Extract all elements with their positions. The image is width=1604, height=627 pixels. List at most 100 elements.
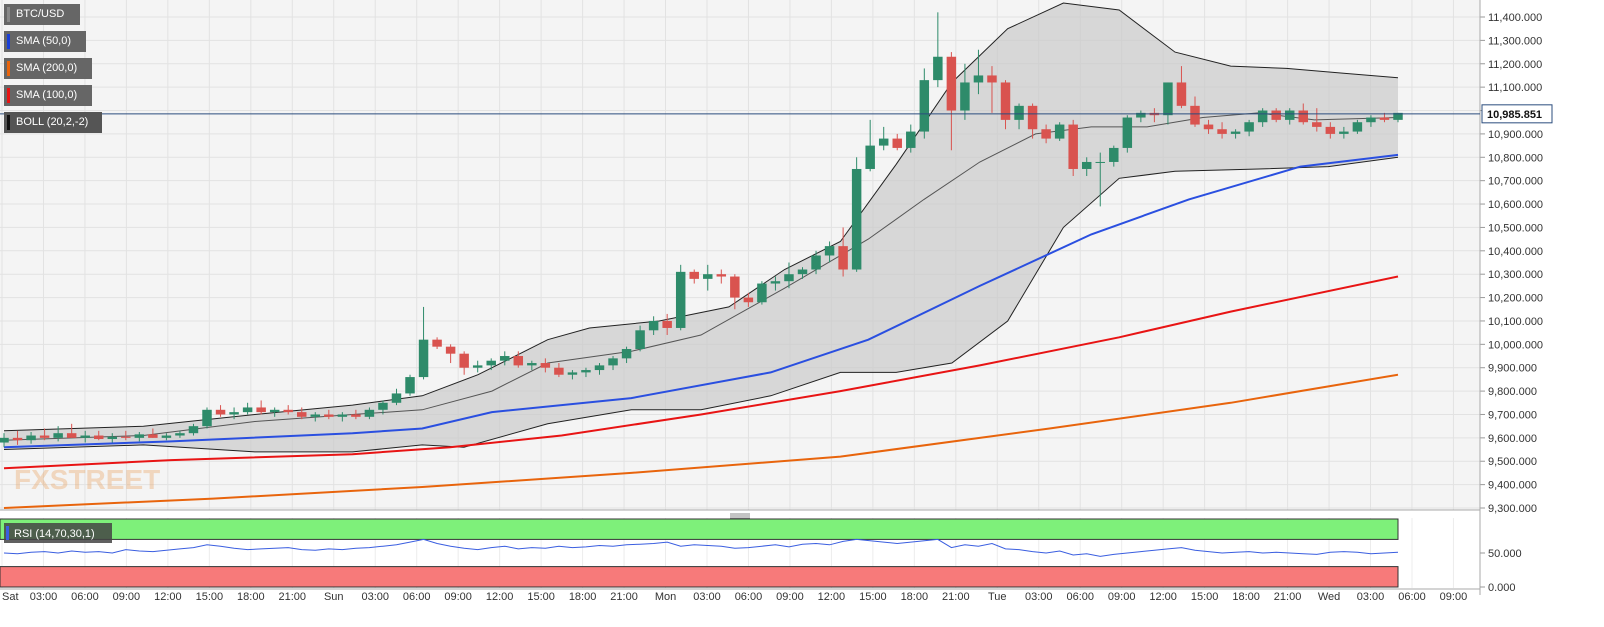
candle [1312,108,1322,132]
candle-body [1366,117,1376,123]
candle [1109,145,1119,167]
candle [12,430,23,445]
y-tick-label: 11,400.000 [1488,12,1542,24]
candle [297,407,307,420]
watermark: FXSTREET [14,464,160,495]
candle [878,126,889,151]
candle-body [784,274,794,282]
x-tick-label: 18:00 [569,591,597,603]
candle-body [635,330,645,350]
candle-body [540,363,551,368]
candle [500,351,510,366]
rsi-oversold-zone [0,566,1399,588]
candle-body [1203,124,1214,130]
candle-body [878,138,889,146]
candle [1366,115,1376,127]
candle-body [324,414,334,417]
candle-body [242,407,253,413]
candle-body [1136,112,1146,118]
candle [418,306,429,380]
candle-body [527,363,537,366]
candle-body [730,276,740,298]
legend-item[interactable]: BOLL (20,2,-2) [4,112,102,133]
candle-body [1000,82,1011,120]
candle [107,433,118,443]
y-tick-label: 11,300.000 [1488,35,1542,47]
candle [94,430,104,441]
candle-body [824,246,835,256]
candle-body [405,377,415,394]
candle [121,430,131,441]
candle-body [838,246,848,270]
candle [1271,108,1281,123]
candle [1244,119,1254,137]
x-tick-label: 15:00 [1191,591,1219,603]
candle-body [0,437,9,443]
candle-body [581,370,591,373]
x-tick-label: 03:00 [693,591,721,603]
candle [1000,80,1011,130]
candle-body [1379,117,1390,120]
current-price-badge [1481,104,1553,124]
candle [757,281,767,305]
candle-body [513,356,524,366]
y-tick-label: 10,900.000 [1488,129,1543,141]
x-tick-label: 06:00 [735,591,763,603]
legend-item[interactable]: BTC/USD [4,4,80,25]
candle [960,63,970,120]
legend-label: BOLL (20,2,-2) [16,116,89,128]
legend-label: BTC/USD [16,8,65,20]
candle-body [608,358,618,366]
candle [635,325,645,352]
candle [906,124,916,153]
candle [1068,119,1078,176]
candle [621,346,632,364]
x-tick-label: Sun [324,591,344,603]
candle [1081,157,1092,176]
candle-body [500,356,510,361]
candle [730,274,740,310]
rsi-panel: 50.000 0.000 RSI (14,70,30,1) [0,518,1522,594]
candle [1054,122,1065,141]
candle [933,12,943,88]
candle-body [148,434,158,438]
candle [797,267,808,279]
candle-body [851,168,862,270]
rsi-label: RSI (14,70,30,1) [14,528,95,540]
candle-body [418,339,429,378]
sma200-line [3,373,1399,509]
candle [472,360,483,373]
legend-label: SMA (200,0) [16,62,78,74]
candle [784,262,794,289]
candle [1041,124,1051,144]
candle-body [1230,131,1241,134]
candle [662,313,672,335]
candle [770,276,781,291]
candle-body [797,269,808,275]
candle [527,360,537,371]
panel-splitter-handle[interactable] [730,513,750,519]
candle-body [134,434,145,438]
x-axis: Sat 03:00 06:00 09:00 12:00 15:00 18:00 21:00 Su… [0,509,1480,603]
x-tick-label: Mon [655,591,676,603]
candle-body [1271,110,1281,120]
candle-body [770,281,781,284]
legend-item[interactable]: SMA (200,0) [4,58,92,79]
x-tick-label: 18:00 [901,591,929,603]
legend-item[interactable]: SMA (100,0) [4,85,92,106]
legend-swatch [7,115,10,130]
x-tick-label: 15:00 [527,591,555,603]
rsi-overbought-zone [0,518,1399,540]
x-tick-label: 06:00 [1398,591,1426,603]
candle [405,374,415,396]
candle-body [865,145,875,169]
candle-body [432,339,442,347]
candle [351,409,361,420]
candle-body [1068,124,1078,169]
candle-body [648,320,659,331]
x-tick-label: 06:00 [71,591,99,603]
candle-body [161,435,172,438]
candle [743,292,754,307]
candle-body [919,80,930,132]
legend-item[interactable]: SMA (50,0) [4,31,86,52]
